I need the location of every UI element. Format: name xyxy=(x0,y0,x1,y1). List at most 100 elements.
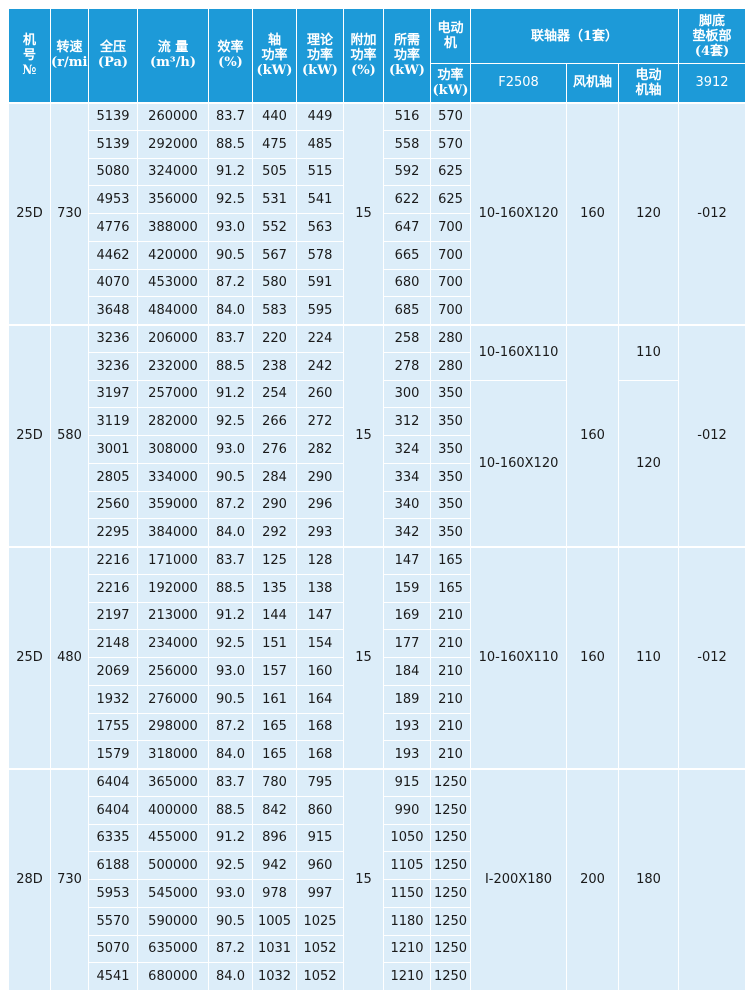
efficiency: 92.5 xyxy=(208,851,253,880)
shaft-power: 531 xyxy=(252,185,297,214)
table-row: 2805 334000 90.5 284 290 334 350 xyxy=(9,462,746,492)
theory-power: 160 xyxy=(296,657,344,686)
motor-power: 700 xyxy=(430,268,471,298)
efficiency: 87.2 xyxy=(208,490,253,520)
theory-power: 960 xyxy=(296,851,344,880)
motor-power: 280 xyxy=(430,351,471,381)
flow: 400000 xyxy=(137,795,209,825)
motor-power: 210 xyxy=(430,601,471,631)
pressure: 2216 xyxy=(88,573,138,603)
required-power: 622 xyxy=(383,185,431,214)
required-power: 193 xyxy=(383,712,431,742)
shaft-power: 583 xyxy=(252,296,297,325)
required-power: 147 xyxy=(383,545,431,575)
table-row: 3001 308000 93.0 276 282 324 350 xyxy=(9,435,746,464)
efficiency: 88.5 xyxy=(208,573,253,603)
header-cell: 3912 xyxy=(678,63,747,103)
shaft-power: 440 xyxy=(252,101,297,131)
header-cell: 全压 (Pa) xyxy=(88,8,138,103)
pressure: 3119 xyxy=(88,407,138,436)
table-row: 5080 324000 91.2 505 515 592 625 xyxy=(9,157,746,187)
table-row: 4462 420000 90.5 567 578 665 700 xyxy=(9,240,746,270)
required-power: 342 xyxy=(383,518,431,547)
required-power: 685 xyxy=(383,296,431,325)
efficiency: 88.5 xyxy=(208,351,253,381)
theory-power: 154 xyxy=(296,629,344,658)
table-row: 5570 590000 90.5 1005 1025 1180 1250 xyxy=(9,906,746,936)
flow: 192000 xyxy=(137,573,209,603)
theory-power: 578 xyxy=(296,240,344,270)
theory-power: 260 xyxy=(296,379,344,409)
theory-power: 293 xyxy=(296,518,344,547)
shaft-power: 266 xyxy=(252,407,297,436)
theory-power: 168 xyxy=(296,712,344,742)
motor-shaft-cell: 180 xyxy=(617,767,680,991)
header-cell: 联轴器（1套） xyxy=(469,8,680,64)
pressure: 2805 xyxy=(88,462,138,492)
table-row: 2560 359000 87.2 290 296 340 350 xyxy=(9,490,746,520)
required-power: 1150 xyxy=(383,879,431,908)
motor-shaft-cell: 120 xyxy=(617,379,680,547)
table-row: 1755 298000 87.2 165 168 193 210 xyxy=(9,712,746,742)
header-cell: F2508 xyxy=(470,63,567,103)
flow: 635000 xyxy=(137,934,209,964)
theory-power: 164 xyxy=(296,684,344,714)
required-power: 647 xyxy=(383,213,431,242)
pressure: 4541 xyxy=(88,962,138,991)
coupling-cell: I-200X180 xyxy=(470,767,567,991)
motor-shaft-cell: 110 xyxy=(617,545,680,769)
extra-power-cell: 15 xyxy=(343,101,384,325)
theory-power: 515 xyxy=(296,157,344,187)
base-cell: -012 xyxy=(678,545,747,769)
required-power: 177 xyxy=(383,629,431,658)
theory-power: 168 xyxy=(296,740,344,769)
table-row: 3119 282000 92.5 266 272 312 350 xyxy=(9,407,746,436)
flow: 680000 xyxy=(137,962,209,991)
table-row: 2197 213000 91.2 144 147 169 210 xyxy=(9,601,746,631)
table-row: 2295 384000 84.0 292 293 342 350 xyxy=(9,518,746,547)
motor-power: 210 xyxy=(430,629,471,658)
model-cell: 25D xyxy=(8,323,51,547)
table-row: 4776 388000 93.0 552 563 647 700 xyxy=(9,213,746,242)
shaft-power: 157 xyxy=(252,657,297,686)
pressure: 3001 xyxy=(88,435,138,464)
motor-power: 700 xyxy=(430,213,471,242)
required-power: 258 xyxy=(383,323,431,353)
required-power: 915 xyxy=(383,767,431,797)
shaft-power: 1005 xyxy=(252,906,297,936)
flow: 324000 xyxy=(137,157,209,187)
fan-shaft-cell: 200 xyxy=(566,767,619,991)
required-power: 193 xyxy=(383,740,431,769)
table-row: 5070 635000 87.2 1031 1052 1210 1250 xyxy=(9,934,746,964)
efficiency: 87.2 xyxy=(208,268,253,298)
shaft-power: 942 xyxy=(252,851,297,880)
header-cell: 轴 功率 (kW) xyxy=(252,8,297,103)
efficiency: 91.2 xyxy=(208,823,253,853)
table-row: 5953 545000 93.0 978 997 1150 1250 xyxy=(9,879,746,908)
header-cell: 附加 功率 (%) xyxy=(343,8,384,103)
table-row: 25D 730 5139 260000 83.7 440 449 15 516 570 10-160… xyxy=(8,101,747,325)
base-cell xyxy=(678,767,747,991)
flow: 260000 xyxy=(137,101,209,131)
pressure: 4070 xyxy=(88,268,138,298)
theory-power: 138 xyxy=(296,573,344,603)
flow: 276000 xyxy=(137,684,209,714)
pressure: 3236 xyxy=(88,323,138,353)
theory-power: 147 xyxy=(296,601,344,631)
pressure: 3236 xyxy=(88,351,138,381)
theory-power: 595 xyxy=(296,296,344,325)
shaft-power: 475 xyxy=(252,129,297,159)
motor-power: 350 xyxy=(430,518,471,547)
fan-shaft-cell: 160 xyxy=(566,101,619,325)
shaft-power: 290 xyxy=(252,490,297,520)
flow: 282000 xyxy=(137,407,209,436)
theory-power: 1025 xyxy=(296,906,344,936)
table-row: 25D 480 2216 171000 83.7 125 128 15 147 165 10-160… xyxy=(8,545,747,769)
fan-shaft-cell: 160 xyxy=(566,545,619,769)
shaft-power: 135 xyxy=(252,573,297,603)
shaft-power: 276 xyxy=(252,435,297,464)
shaft-power: 220 xyxy=(252,323,297,353)
motor-power: 1250 xyxy=(430,879,471,908)
flow: 359000 xyxy=(137,490,209,520)
